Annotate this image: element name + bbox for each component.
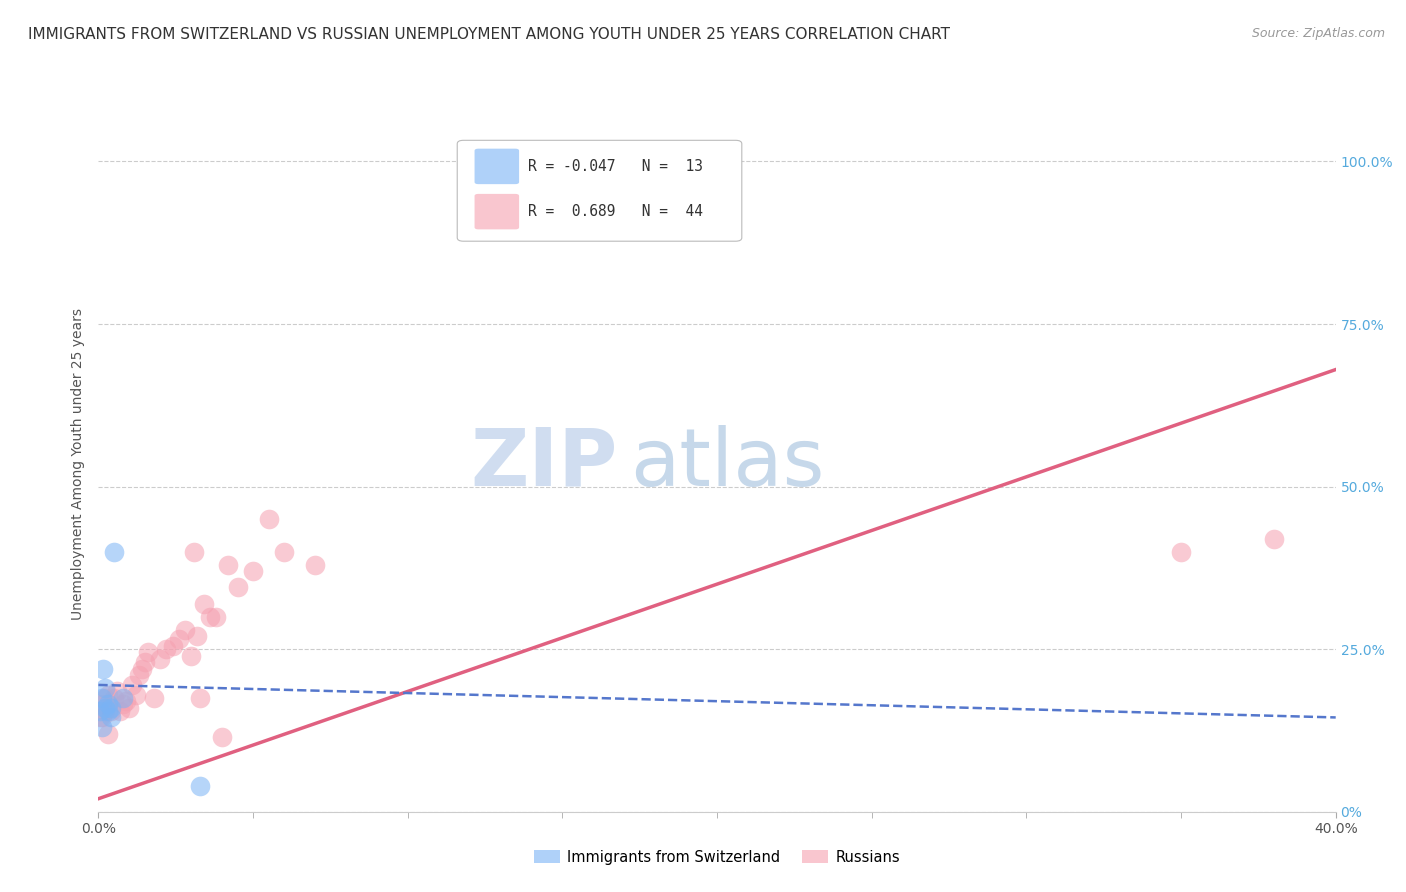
Point bbox=[100, 704, 122, 718]
Point bbox=[706, 154, 728, 169]
Text: R =  0.689   N =  44: R = 0.689 N = 44 bbox=[527, 204, 703, 219]
Point bbox=[90, 720, 112, 734]
Point bbox=[190, 690, 212, 705]
Point bbox=[1263, 532, 1285, 546]
Point bbox=[97, 704, 120, 718]
Point bbox=[90, 690, 112, 705]
Point bbox=[108, 704, 131, 718]
Point bbox=[112, 698, 135, 712]
Point bbox=[103, 544, 125, 558]
Point bbox=[124, 688, 146, 702]
Text: Source: ZipAtlas.com: Source: ZipAtlas.com bbox=[1251, 27, 1385, 40]
Point bbox=[93, 690, 115, 705]
Text: ZIP: ZIP bbox=[471, 425, 619, 503]
Point bbox=[551, 174, 574, 188]
Point bbox=[162, 639, 184, 653]
Text: IMMIGRANTS FROM SWITZERLAND VS RUSSIAN UNEMPLOYMENT AMONG YOUTH UNDER 25 YEARS C: IMMIGRANTS FROM SWITZERLAND VS RUSSIAN U… bbox=[28, 27, 950, 42]
Point bbox=[118, 700, 141, 714]
Point bbox=[90, 698, 112, 712]
Point bbox=[273, 544, 295, 558]
Point bbox=[304, 558, 326, 572]
Point bbox=[257, 512, 280, 526]
Point bbox=[100, 710, 122, 724]
Point bbox=[93, 700, 115, 714]
Point bbox=[93, 704, 115, 718]
Point bbox=[91, 662, 114, 676]
Point bbox=[100, 700, 122, 714]
Point bbox=[121, 678, 143, 692]
Point bbox=[149, 652, 172, 666]
Point bbox=[205, 609, 228, 624]
Point bbox=[89, 710, 111, 724]
FancyBboxPatch shape bbox=[475, 149, 519, 184]
Point bbox=[211, 730, 233, 744]
Point bbox=[128, 668, 150, 682]
Legend: Immigrants from Switzerland, Russians: Immigrants from Switzerland, Russians bbox=[527, 844, 907, 871]
Point bbox=[217, 558, 239, 572]
Text: R = -0.047   N =  13: R = -0.047 N = 13 bbox=[527, 160, 703, 174]
Point bbox=[190, 779, 212, 793]
Point bbox=[143, 690, 166, 705]
Point bbox=[167, 632, 190, 647]
Point bbox=[1170, 544, 1192, 558]
Point bbox=[180, 648, 202, 663]
Point bbox=[89, 704, 111, 718]
Point bbox=[136, 645, 159, 659]
Point bbox=[155, 642, 177, 657]
FancyBboxPatch shape bbox=[457, 140, 742, 241]
Text: atlas: atlas bbox=[630, 425, 825, 503]
Point bbox=[112, 690, 135, 705]
Point bbox=[93, 681, 115, 695]
Point bbox=[97, 698, 120, 712]
Point bbox=[226, 581, 249, 595]
Point bbox=[183, 544, 205, 558]
Point bbox=[103, 690, 125, 705]
Point bbox=[198, 609, 221, 624]
FancyBboxPatch shape bbox=[475, 194, 519, 229]
Point bbox=[97, 688, 120, 702]
Point bbox=[186, 629, 208, 643]
Point bbox=[242, 564, 264, 578]
Point bbox=[174, 623, 197, 637]
Point bbox=[90, 710, 112, 724]
Point bbox=[105, 684, 128, 698]
Point bbox=[115, 694, 138, 708]
Point bbox=[131, 662, 153, 676]
Y-axis label: Unemployment Among Youth under 25 years: Unemployment Among Youth under 25 years bbox=[72, 308, 86, 620]
Point bbox=[97, 727, 120, 741]
Point bbox=[134, 655, 156, 669]
Point bbox=[193, 597, 215, 611]
